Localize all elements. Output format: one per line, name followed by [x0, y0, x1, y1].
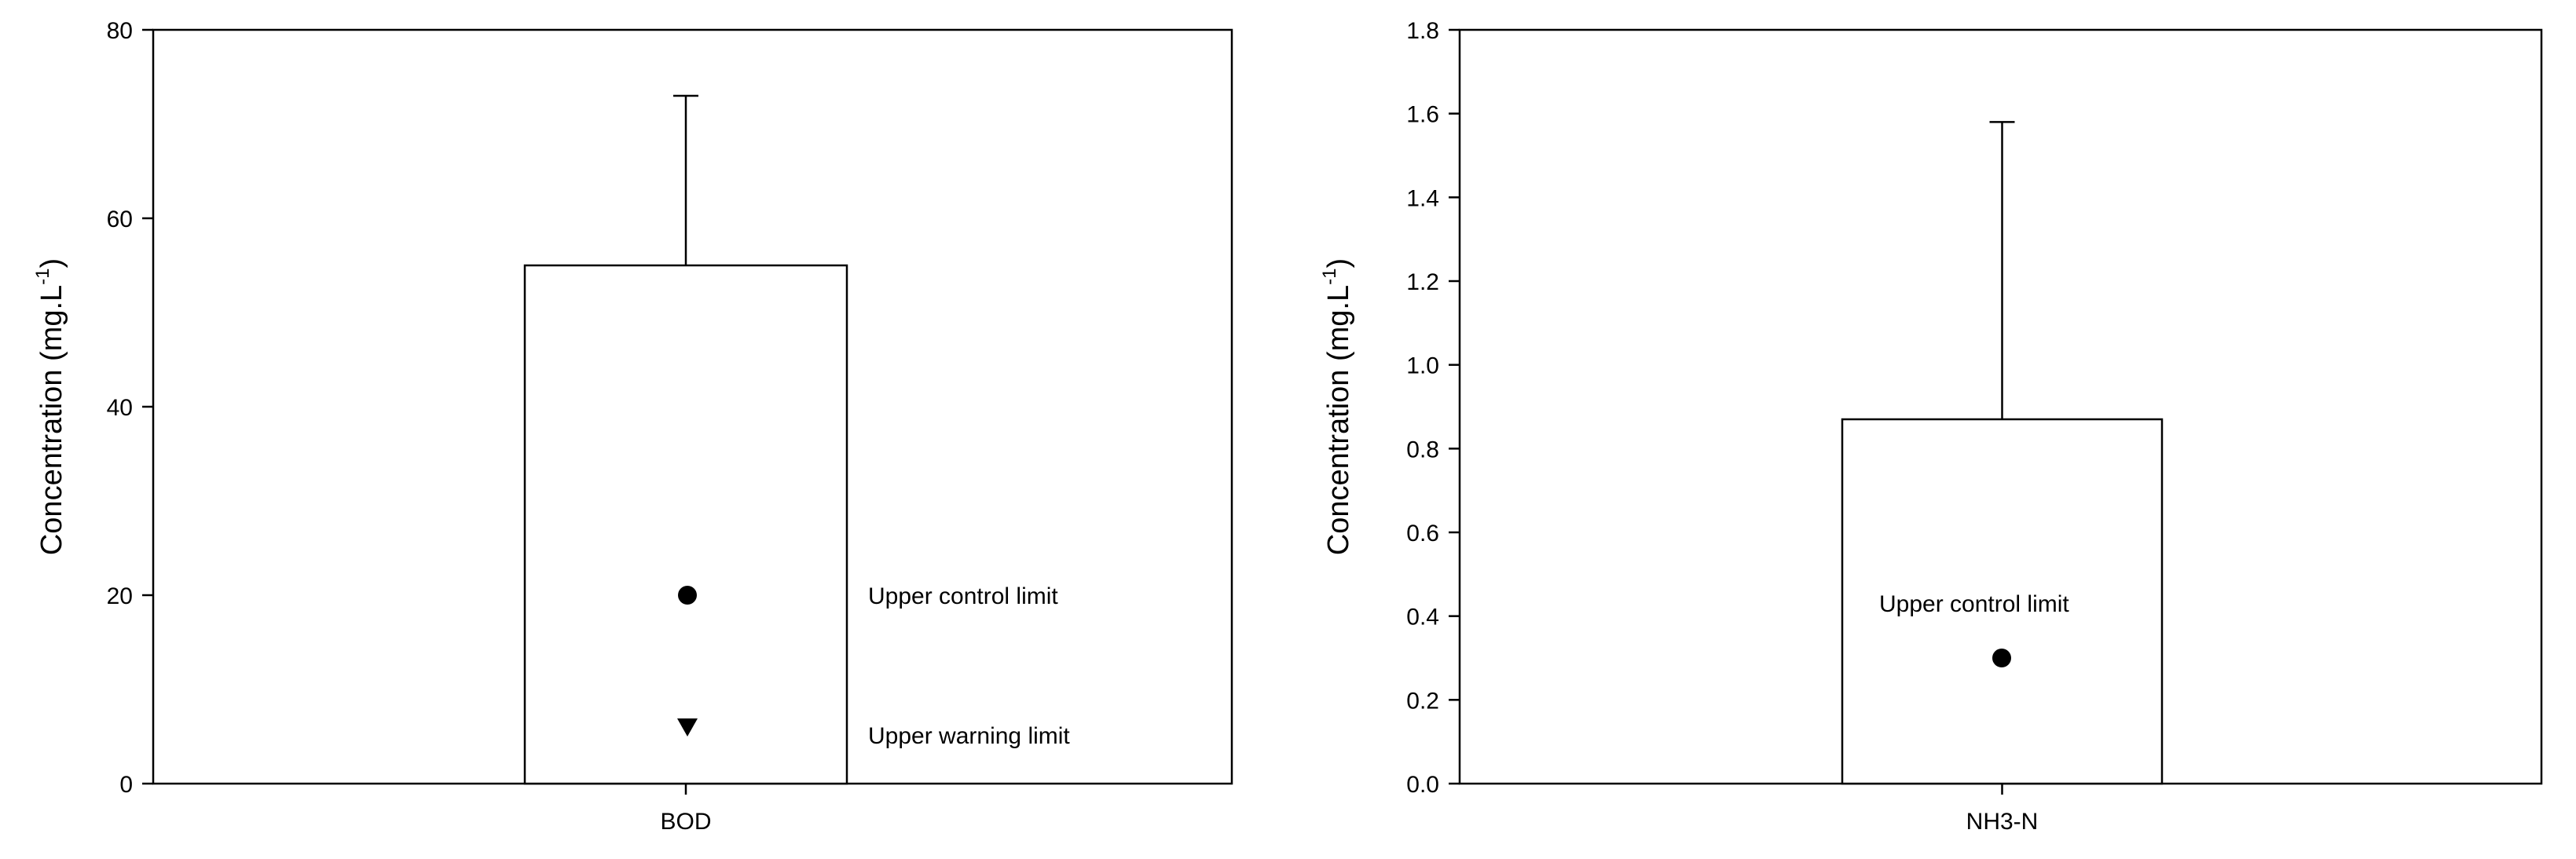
y-tick-label: 80 [107, 18, 133, 44]
y-tick-label: 0.0 [1406, 772, 1439, 798]
y-tick-label: 1.8 [1406, 18, 1439, 44]
y-tick-label: 1.4 [1406, 185, 1439, 211]
y-tick-label: 1.2 [1406, 269, 1439, 295]
y-axis-label-superscript: -1 [32, 269, 53, 285]
marker-upper-control-limit [678, 586, 697, 605]
y-axis-label: Concentration (mg.L-1) [1319, 258, 1355, 555]
y-tick-label: 60 [107, 207, 133, 232]
y-axis-label: Concentration (mg.L-1) [32, 258, 68, 555]
y-axis-label-main: Concentration (mg.L [35, 285, 68, 555]
x-tick-label: BOD [660, 809, 711, 835]
y-tick-label: 0.6 [1406, 521, 1439, 546]
y-axis-label-main: Concentration (mg.L [1322, 285, 1355, 555]
bar-nh3-n [1841, 418, 2164, 785]
chart-panel-1: 0 20 40 60 80 Concentration (mg.L-1) BOD Upper … [32, 18, 1233, 835]
bar-bod [523, 264, 848, 785]
y-tick-label: 0 [119, 772, 133, 798]
marker-upper-warning-limit [677, 718, 698, 737]
y-axis-label-close: ) [35, 258, 68, 269]
y-tick-label: 0.4 [1406, 605, 1439, 631]
chart-panel-2: 0.0 0.2 0.4 0.6 0.8 1.0 1.2 1.4 1.6 1.8 Concentrat… [1319, 18, 2543, 835]
y-tick-label: 40 [107, 395, 133, 421]
x-tick-label: NH3-N [1966, 809, 2039, 835]
y-tick-label: 1.0 [1406, 353, 1439, 379]
y-axis-label-close: ) [1322, 258, 1355, 269]
y-tick-label: 1.6 [1406, 102, 1439, 128]
y-axis-label-superscript: -1 [1319, 269, 1340, 285]
y-tick-label: 0.8 [1406, 437, 1439, 462]
annotation-label: Upper warning limit [868, 723, 1070, 749]
annotation-label: Upper control limit [868, 583, 1058, 609]
y-tick-label: 0.2 [1406, 688, 1439, 714]
marker-upper-control-limit [1992, 649, 2011, 667]
annotation-label: Upper control limit [1879, 591, 2069, 617]
y-tick-label: 20 [107, 583, 133, 609]
